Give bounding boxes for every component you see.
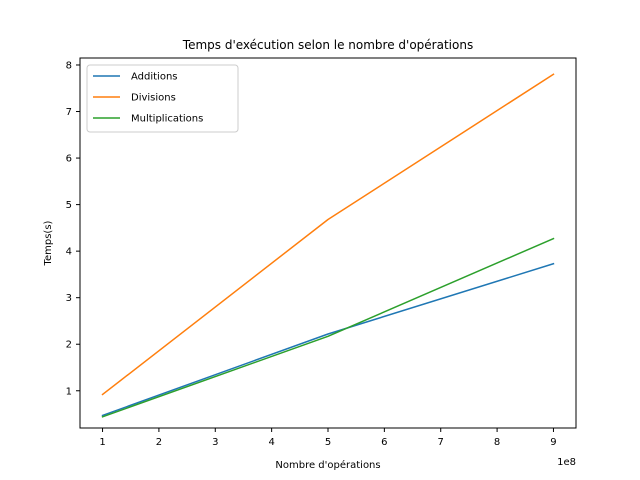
x-axis-offset-label: 1e8 [557,457,576,468]
x-tick-label: 3 [212,437,218,448]
y-tick-label: 2 [66,340,72,351]
legend-label-additions: Additions [131,72,178,83]
x-tick-label: 4 [268,437,274,448]
y-tick-label: 3 [66,293,72,304]
series-line-additions [101,262,555,417]
series-line-multiplications [101,237,555,418]
legend: Additions Divisions Multiplications [86,64,239,133]
series-line-divisions [101,73,555,396]
x-axis-ticks: 1 2 3 4 5 6 7 8 9 [99,428,557,448]
x-tick-label: 1 [99,437,105,448]
legend-label-divisions: Divisions [131,93,176,104]
legend-label-multiplications: Multiplications [131,114,203,125]
x-tick-label: 5 [325,437,331,448]
y-axis-label: Temps(s) [43,220,54,266]
y-tick-label: 5 [66,200,72,211]
y-tick-label: 8 [66,60,72,71]
plot-area [101,73,555,418]
y-tick-label: 7 [66,107,72,118]
x-tick-label: 7 [438,437,444,448]
y-tick-label: 4 [66,247,72,258]
x-tick-label: 8 [494,437,500,448]
y-tick-label: 6 [66,154,72,165]
legend-box [86,64,239,133]
chart-title: Temps d'exécution selon le nombre d'opér… [182,38,473,52]
y-tick-label: 1 [66,386,72,397]
y-axis-ticks: 1 2 3 4 5 6 7 8 [66,60,80,397]
x-axis-label: Nombre d'opérations [275,459,380,471]
x-tick-label: 6 [381,437,387,448]
x-tick-label: 2 [156,437,162,448]
x-tick-label: 9 [550,437,556,448]
